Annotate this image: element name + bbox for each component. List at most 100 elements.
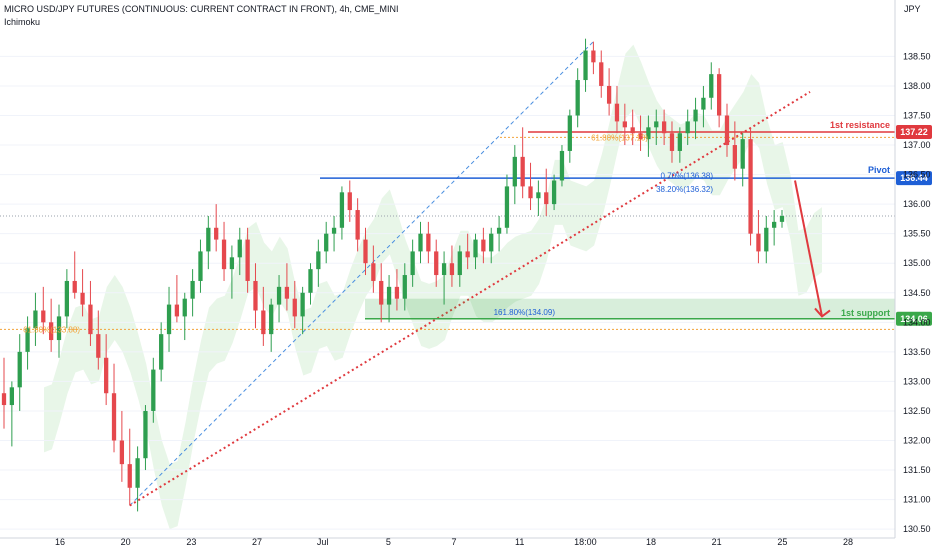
candle-body — [347, 192, 352, 211]
candle-body — [489, 233, 494, 252]
candle — [575, 68, 580, 128]
y-tick-label: 135.00 — [903, 258, 931, 268]
candle — [512, 145, 517, 205]
candle-body — [669, 133, 675, 151]
candle — [740, 133, 745, 187]
x-tick-label: 5 — [386, 537, 391, 547]
candle-body — [379, 280, 384, 305]
candle-body — [764, 227, 769, 252]
candle — [559, 145, 565, 187]
candle-body — [386, 286, 392, 305]
candle-body — [316, 251, 321, 270]
candle-body — [740, 139, 745, 169]
candle — [269, 298, 274, 352]
candle — [245, 227, 250, 293]
candle-body — [111, 393, 117, 441]
candle — [363, 227, 368, 276]
price-badge — [896, 311, 932, 326]
candle-body — [732, 145, 737, 169]
candle-body — [182, 298, 187, 317]
candle-body — [245, 239, 250, 281]
x-tick-label: 23 — [186, 537, 196, 547]
candle-body — [190, 280, 195, 299]
y-tick-label: 134.50 — [903, 288, 931, 298]
level-name: 1st resistance — [830, 120, 890, 130]
candle — [379, 263, 384, 323]
candle-body — [339, 192, 345, 228]
candle — [646, 115, 651, 157]
candle — [504, 174, 510, 234]
candle-body — [206, 227, 211, 252]
candle-body — [229, 257, 235, 270]
candle-body — [654, 121, 659, 128]
symbol-title: MICRO USD/JPY FUTURES (CONTINUOUS: CURRE… — [4, 4, 399, 14]
candle-body — [748, 139, 753, 234]
x-tick-label: 18:00 — [574, 537, 597, 547]
x-tick-label: 11 — [515, 537, 524, 547]
candle — [520, 127, 525, 199]
candle — [779, 210, 785, 228]
candle — [292, 280, 297, 329]
annotation-labels: 1st resistance 137.22 Pivot 136.44 1st suppo… — [23, 120, 932, 334]
candle-body — [457, 251, 462, 276]
candle-body — [434, 251, 439, 276]
candle-body — [465, 251, 470, 258]
candle — [371, 245, 376, 293]
candle-body — [724, 115, 730, 146]
fib-label: 0.70%(136.38) — [661, 172, 714, 181]
candle — [17, 334, 22, 411]
candles — [1, 38, 785, 512]
candle-body — [174, 304, 180, 317]
candle-body — [646, 127, 651, 140]
x-tick-label: 28 — [843, 537, 853, 547]
candle — [221, 221, 227, 281]
candle-body — [716, 74, 722, 116]
x-tick-label: 21 — [712, 537, 722, 547]
y-tick-label: 134.00 — [903, 317, 931, 327]
candle — [214, 204, 219, 252]
candle-body — [104, 357, 109, 394]
candle — [190, 269, 195, 317]
candle — [386, 275, 392, 323]
candle-body — [410, 251, 415, 276]
candle — [80, 269, 85, 317]
candle — [253, 263, 258, 329]
candle — [96, 310, 101, 370]
candle-body — [528, 186, 533, 199]
candle — [64, 269, 70, 329]
candle-body — [779, 215, 785, 222]
candle-body — [159, 334, 164, 370]
price-badge-text: 134.06 — [900, 314, 928, 324]
x-tick-label: 20 — [121, 537, 131, 547]
candle — [614, 85, 620, 134]
candle-body — [772, 221, 777, 228]
currency-label: JPY — [904, 4, 921, 14]
candle-body — [135, 458, 140, 488]
y-tick-label: 136.00 — [903, 199, 931, 209]
candle-body — [308, 269, 313, 293]
candle — [677, 127, 682, 163]
y-tick-label: 132.50 — [903, 406, 931, 416]
candle-body — [418, 233, 423, 252]
candle — [583, 38, 588, 92]
candle — [104, 334, 109, 406]
candle-body — [1, 393, 7, 406]
y-tick-label: 133.00 — [903, 376, 931, 386]
candle-body — [481, 239, 486, 252]
price-badge-text: 136.44 — [900, 173, 928, 183]
candle — [284, 263, 290, 311]
y-tick-label: 133.50 — [903, 347, 931, 357]
y-tick-label: 132.00 — [903, 436, 931, 446]
candle — [355, 198, 360, 252]
candle — [229, 245, 235, 299]
candle — [324, 221, 329, 264]
candle-body — [622, 121, 627, 128]
projection-arrow — [794, 180, 823, 317]
candle — [347, 180, 352, 222]
x-tick-label: Jul — [317, 537, 329, 547]
candle — [111, 363, 117, 453]
price-badge-text: 137.22 — [900, 127, 928, 137]
candle — [567, 109, 572, 163]
